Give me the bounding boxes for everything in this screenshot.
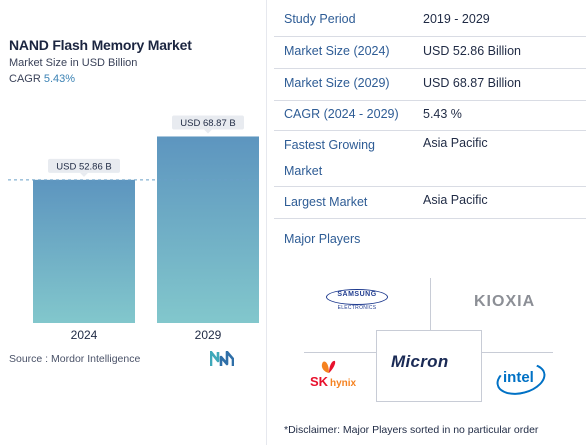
micron-logo-box bbox=[376, 330, 482, 402]
grid-divider bbox=[481, 352, 553, 353]
table-row: Market Size (2029) USD 68.87 Billion bbox=[274, 68, 586, 101]
sk-hynix-logo: SK hynix bbox=[310, 360, 370, 396]
bar-2029 bbox=[157, 136, 259, 323]
data-label-bg bbox=[172, 115, 244, 130]
sk-wordmark: SK bbox=[310, 374, 329, 389]
disclaimer-text: *Disclaimer: Major Players sorted in no … bbox=[284, 424, 539, 436]
major-players-heading: Major Players bbox=[284, 232, 361, 246]
cagr-value: 5.43% bbox=[43, 73, 76, 85]
bar-2024 bbox=[33, 179, 135, 323]
row-label: Market Size (2029) bbox=[284, 76, 390, 90]
row-label: Study Period bbox=[284, 12, 356, 26]
x-tick-label: 2024 bbox=[71, 328, 98, 342]
source-text: Source : Mordor Intelligence bbox=[9, 353, 141, 365]
cagr-label: CAGR bbox=[9, 73, 41, 85]
x-tick-label: 2029 bbox=[195, 328, 222, 342]
cagr-line: CAGR 5.43% bbox=[9, 73, 75, 85]
row-value: 5.43 % bbox=[423, 107, 462, 121]
chart-subtitle: Market Size in USD Billion bbox=[9, 57, 138, 69]
info-panel: Study Period 2019 - 2029 Market Size (20… bbox=[274, 0, 586, 445]
row-label: Fastest Growing Market bbox=[284, 138, 376, 178]
row-value: 2019 - 2029 bbox=[423, 12, 490, 26]
samsung-sub-wordmark: ELECTRONICS bbox=[337, 305, 377, 311]
table-row: Market Size (2024) USD 52.86 Billion bbox=[274, 36, 586, 69]
sk-butterfly-icon bbox=[321, 360, 336, 373]
samsung-logo: SAMSUNG ELECTRONICS bbox=[324, 287, 394, 315]
table-row: Fastest Growing Market Asia Pacific bbox=[274, 130, 586, 187]
samsung-ellipse-icon bbox=[326, 289, 388, 305]
data-label-pointer bbox=[204, 129, 212, 134]
chart-title: NAND Flash Memory Market bbox=[9, 37, 192, 53]
chart-panel: NAND Flash Memory Market Market Size in … bbox=[0, 0, 267, 445]
grid-divider bbox=[304, 352, 376, 353]
hynix-wordmark: hynix bbox=[330, 378, 357, 389]
table-row: Largest Market Asia Pacific bbox=[274, 186, 586, 219]
table-row: Study Period 2019 - 2029 bbox=[274, 0, 586, 37]
kioxia-logo: KIOXIA bbox=[474, 293, 536, 310]
micron-logo: Micron bbox=[391, 352, 449, 371]
samsung-wordmark: SAMSUNG bbox=[337, 291, 377, 298]
intel-logo: intel bbox=[492, 358, 550, 400]
row-value: USD 68.87 Billion bbox=[423, 76, 521, 90]
row-label: Market Size (2024) bbox=[284, 44, 390, 58]
row-label: CAGR (2024 - 2029) bbox=[284, 107, 399, 121]
table-row: CAGR (2024 - 2029) 5.43 % bbox=[274, 100, 586, 131]
data-label-bg bbox=[48, 158, 120, 173]
data-label: USD 68.87 B bbox=[180, 118, 235, 129]
bar-chart: USD 52.86 B 2024 USD 68.87 B 2029 bbox=[8, 115, 259, 342]
data-label: USD 52.86 B bbox=[56, 161, 111, 172]
data-label-pointer bbox=[80, 172, 88, 177]
row-value: Asia Pacific bbox=[423, 136, 488, 150]
grid-divider bbox=[430, 278, 431, 330]
row-label: Largest Market bbox=[284, 195, 368, 209]
row-value: USD 52.86 Billion bbox=[423, 44, 521, 58]
mordor-intelligence-logo-icon bbox=[210, 351, 234, 366]
row-value: Asia Pacific bbox=[423, 193, 488, 207]
intel-wordmark: intel bbox=[503, 369, 534, 386]
